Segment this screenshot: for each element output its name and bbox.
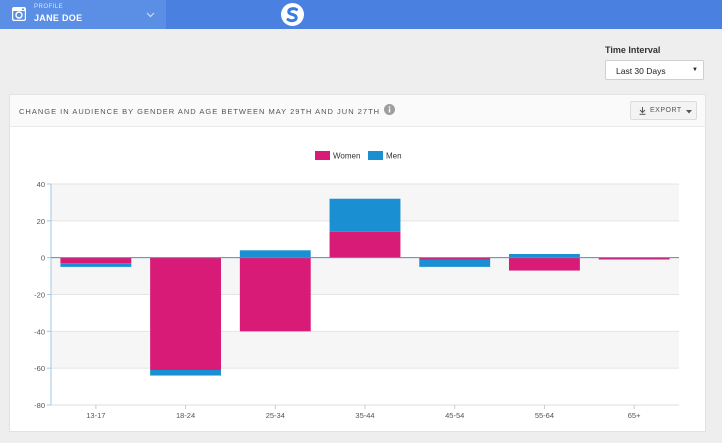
download-icon bbox=[639, 107, 646, 115]
bar-men-25-34[interactable] bbox=[239, 250, 311, 258]
app-logo[interactable] bbox=[281, 3, 304, 26]
x-tick-label: 65+ bbox=[628, 411, 641, 420]
bar-women-55-64[interactable] bbox=[508, 257, 580, 271]
x-tick-label: 55-64 bbox=[535, 411, 554, 420]
dropdown-arrow-icon: ▼ bbox=[692, 67, 698, 73]
legend-label-men: Men bbox=[386, 152, 402, 161]
card-header: CHANGE IN AUDIENCE BY GENDER AND AGE BET… bbox=[10, 95, 705, 127]
bar-women-25-34[interactable] bbox=[239, 257, 311, 332]
profile-name: JANE DOE bbox=[34, 13, 83, 23]
x-tick-label: 18-24 bbox=[176, 411, 195, 420]
grid-band bbox=[51, 331, 679, 369]
grid-band bbox=[51, 294, 679, 332]
top-bar: PROFILE JANE DOE bbox=[0, 0, 722, 29]
bar-women-13-17[interactable] bbox=[60, 257, 132, 264]
profile-switcher[interactable]: PROFILE JANE DOE bbox=[0, 0, 166, 29]
bar-women-18-24[interactable] bbox=[150, 257, 222, 371]
bar-women-65+[interactable] bbox=[598, 257, 670, 260]
x-tick-label: 35-44 bbox=[355, 411, 374, 420]
y-tick-label: 20 bbox=[37, 217, 45, 226]
audience-chart: 40 20 0 -20 -40 -60 -80 13-17 18-24 25-34 35-44 45-… bbox=[34, 151, 679, 420]
bar-men-18-24[interactable] bbox=[150, 370, 222, 376]
profile-label: PROFILE bbox=[34, 4, 64, 10]
legend-swatch-men[interactable] bbox=[368, 151, 383, 160]
legend-swatch-women[interactable] bbox=[315, 151, 330, 160]
legend-label-women: Women bbox=[333, 152, 360, 161]
card-title: CHANGE IN AUDIENCE BY GENDER AND AGE BET… bbox=[19, 107, 381, 116]
time-interval-label: Time Interval bbox=[605, 45, 661, 55]
x-tick-label: 25-34 bbox=[266, 411, 285, 420]
audience-change-card: CHANGE IN AUDIENCE BY GENDER AND AGE BET… bbox=[9, 94, 706, 432]
instagram-icon bbox=[12, 7, 26, 21]
bar-women-45-54[interactable] bbox=[419, 257, 491, 260]
grid-band bbox=[51, 368, 679, 405]
y-tick-label: 0 bbox=[41, 254, 45, 263]
bar-men-13-17[interactable] bbox=[60, 263, 132, 267]
info-icon[interactable] bbox=[384, 104, 395, 115]
chevron-down-icon bbox=[146, 12, 155, 18]
y-tick-label: 40 bbox=[37, 180, 45, 189]
bar-women-35-44[interactable] bbox=[329, 231, 401, 258]
y-tick-label: -20 bbox=[34, 291, 45, 300]
caret-down-icon bbox=[686, 110, 692, 114]
time-interval-select[interactable]: Last 30 Days ▼ bbox=[605, 60, 704, 80]
x-tick-label: 13-17 bbox=[86, 411, 105, 420]
bar-men-45-54[interactable] bbox=[419, 259, 491, 267]
bar-men-35-44[interactable] bbox=[329, 198, 401, 232]
export-label: EXPORT bbox=[650, 107, 682, 114]
y-tick-label: -60 bbox=[34, 364, 45, 373]
grid-band bbox=[51, 257, 679, 295]
x-tick-label: 45-54 bbox=[445, 411, 464, 420]
bar-men-55-64[interactable] bbox=[508, 253, 580, 258]
y-tick-label: -40 bbox=[34, 327, 45, 336]
export-button[interactable]: EXPORT bbox=[630, 101, 697, 120]
time-interval-value: Last 30 Days bbox=[616, 66, 666, 76]
y-tick-label: -80 bbox=[34, 401, 45, 410]
